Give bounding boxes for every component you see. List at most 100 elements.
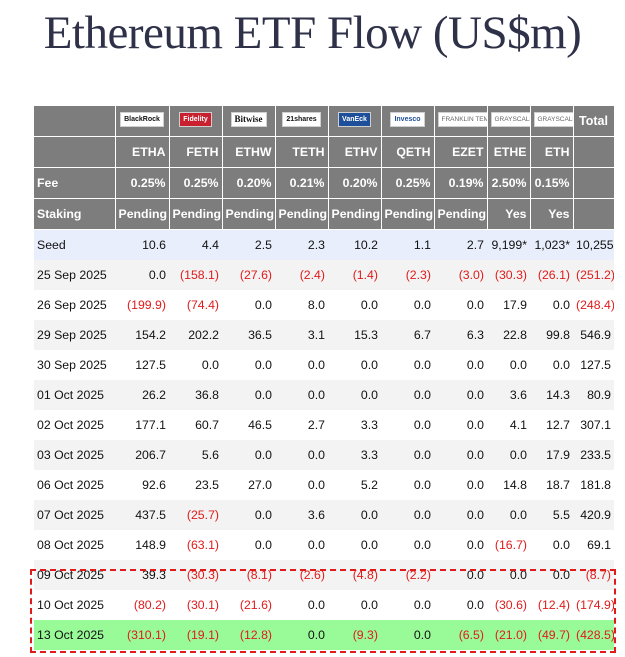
row-date: 13 Oct 2025: [34, 620, 115, 650]
flow-value: (30.3): [487, 260, 530, 290]
row-date: 30 Sep 2025: [34, 350, 115, 380]
flow-value: 0.0: [275, 470, 328, 500]
flow-value: 0.0: [434, 350, 487, 380]
table-row: 02 Oct 2025 177.1 60.7 46.5 2.7 3.3 0.0 0.0 4.1 1…: [34, 410, 614, 440]
flow-value: 0.0: [530, 530, 573, 560]
franklin-templeton-logo: FRANKLIN TEMPLETON: [437, 112, 486, 127]
flow-value: 202.2: [169, 320, 222, 350]
row-total: (248.4): [573, 290, 614, 320]
flow-value: 0.0: [222, 290, 275, 320]
row-date: 26 Sep 2025: [34, 290, 115, 320]
21shares-logo: 21shares: [282, 112, 321, 127]
flow-value: 0.0: [434, 500, 487, 530]
flow-value: 0.0: [530, 560, 573, 590]
flow-value: 5.6: [169, 440, 222, 470]
fee-value: 0.20%: [222, 167, 276, 199]
row-total: 10,255: [573, 229, 614, 260]
table-row: 10 Oct 2025 (80.2) (30.1) (21.6) 0.0 0.0 0.0 0.…: [34, 590, 614, 620]
flow-value: 0.0: [275, 590, 328, 620]
flow-value: 0.0: [381, 590, 434, 620]
ticker: TETH: [275, 136, 329, 168]
flow-value: 0.0: [222, 440, 275, 470]
flow-value: 36.5: [222, 320, 275, 350]
fee-value: 0.25%: [381, 167, 435, 199]
flow-value: 26.2: [115, 380, 169, 410]
flow-value: 0.0: [328, 590, 381, 620]
table-row: 01 Oct 2025 26.2 36.8 0.0 0.0 0.0 0.0 0.0 3.6 14.…: [34, 380, 614, 410]
flow-value: 2.5: [222, 229, 275, 260]
ticker-total-empty: [573, 136, 615, 168]
staking-total-empty: [573, 198, 615, 230]
staking-row: Staking Pending Pending Pending Pending …: [34, 198, 615, 230]
flow-value: 0.0: [381, 470, 434, 500]
flow-value: 4.1: [487, 410, 530, 440]
flow-value: 3.1: [275, 320, 328, 350]
ticker: FETH: [169, 136, 223, 168]
flow-value: (9.3): [328, 620, 381, 650]
flow-value: 0.0: [115, 260, 169, 290]
row-total: (251.2): [573, 260, 614, 290]
flow-value: 0.0: [434, 530, 487, 560]
flow-value: 127.5: [115, 350, 169, 380]
flow-value: 154.2: [115, 320, 169, 350]
row-date: 03 Oct 2025: [34, 440, 115, 470]
flow-value: 23.5: [169, 470, 222, 500]
flow-value: (25.7): [169, 500, 222, 530]
flow-value: (26.1): [530, 260, 573, 290]
flow-value: (12.8): [222, 620, 275, 650]
flow-value: 0.0: [381, 350, 434, 380]
flow-value: 10.2: [328, 229, 381, 260]
flow-value: 148.9: [115, 530, 169, 560]
flow-value: (310.1): [115, 620, 169, 650]
flow-value: 0.0: [328, 500, 381, 530]
flow-value: 5.2: [328, 470, 381, 500]
row-date: 25 Sep 2025: [34, 260, 115, 290]
ticker-label: [34, 136, 116, 168]
staking-label: Staking: [34, 198, 116, 230]
flow-value: (21.0): [487, 620, 530, 650]
flow-value: 0.0: [381, 410, 434, 440]
row-date: 07 Oct 2025: [34, 500, 115, 530]
ticker: ETH: [530, 136, 574, 168]
flow-value: 437.5: [115, 500, 169, 530]
ticker: EZET: [434, 136, 488, 168]
table-row: Seed 10.6 4.4 2.5 2.3 10.2 1.1 2.7 9,199* 1,023* 1…: [34, 229, 614, 260]
table-row: 03 Oct 2025 206.7 5.6 0.0 0.0 3.3 0.0 0.0 0.0 17.…: [34, 440, 614, 470]
ticker: ETHA: [115, 136, 170, 168]
flow-value: 2.7: [275, 410, 328, 440]
flow-value: (3.0): [434, 260, 487, 290]
row-date: 09 Oct 2025: [34, 560, 115, 590]
corner-cell: [34, 106, 116, 137]
row-date: 01 Oct 2025: [34, 380, 115, 410]
flow-value: 0.0: [275, 530, 328, 560]
row-total: 420.9: [573, 500, 614, 530]
flow-value: 0.0: [434, 290, 487, 320]
row-date: 02 Oct 2025: [34, 410, 115, 440]
flow-value: 0.0: [169, 350, 222, 380]
etf-flow-table: BlackRock Fidelity Bitwise 21shares VanE…: [34, 106, 615, 650]
flow-value: 2.7: [434, 229, 487, 260]
flow-value: 0.0: [434, 380, 487, 410]
flow-value: 8.0: [275, 290, 328, 320]
flow-value: 17.9: [530, 440, 573, 470]
flow-value: 0.0: [275, 380, 328, 410]
row-date: Seed: [34, 229, 115, 260]
grayscale-mini-logo: GRAYSCALE: [533, 112, 572, 127]
staking-value: Yes: [530, 198, 574, 230]
flow-value: 3.3: [328, 410, 381, 440]
flow-value: (74.4): [169, 290, 222, 320]
flow-value: (49.7): [530, 620, 573, 650]
flow-value: 92.6: [115, 470, 169, 500]
flow-value: (30.3): [169, 560, 222, 590]
flow-value: 0.0: [222, 500, 275, 530]
table-row: 09 Oct 2025 39.3 (30.3) (8.1) (2.6) (4.8) (2.2…: [34, 560, 614, 590]
bitwise-logo: Bitwise: [230, 112, 267, 127]
fee-total-empty: [573, 167, 615, 199]
flow-value: 14.3: [530, 380, 573, 410]
flow-value: (199.9): [115, 290, 169, 320]
invesco-logo: Invesco: [390, 112, 425, 127]
flow-value: 0.0: [222, 350, 275, 380]
row-total: 80.9: [573, 380, 614, 410]
flow-value: 0.0: [434, 560, 487, 590]
table-row: 06 Oct 2025 92.6 23.5 27.0 0.0 5.2 0.0 0.0 14.8 1…: [34, 470, 614, 500]
